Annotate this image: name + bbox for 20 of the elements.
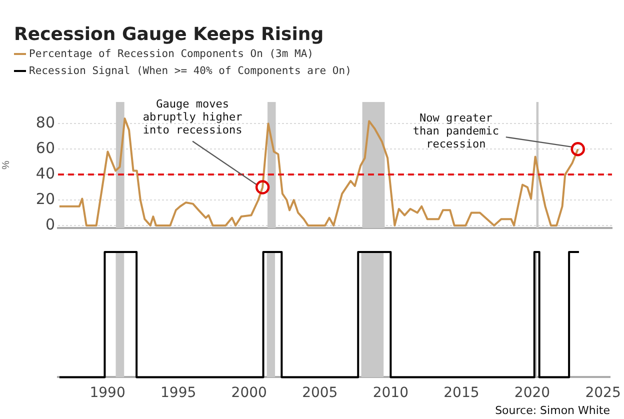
x-tick-label: 2025 [585,385,621,402]
chart-title: Recession Gauge Keeps Rising [14,24,324,45]
source-note: Source: Simon White [495,404,610,417]
x-tick-label: 1995 [160,385,196,402]
x-tick-label: 2010 [372,385,408,402]
x-tick-label: 2015 [444,385,480,402]
y-tick-label: 40 [36,164,55,182]
x-tick-label: 1990 [90,385,126,402]
y-axis-title: % [0,160,12,170]
x-tick-label: 2020 [514,385,550,402]
annotation: Now greater than pandemic recession [412,111,499,150]
x-tick-label: 2005 [302,385,338,402]
annotation: Gauge moves abruptly higher into recessions [142,98,243,137]
y-tick-label: 80 [36,114,55,132]
y-tick-label: 60 [36,138,55,157]
y-tick-label: 20 [36,190,55,208]
legend-label: Recession Signal (When >= 40% of Components are On) [29,65,352,77]
x-tick-label: 2000 [231,385,267,402]
legend-label: Percentage of Recession Components On (3m MA) [29,48,314,60]
y-tick-label: 0 [45,215,55,234]
